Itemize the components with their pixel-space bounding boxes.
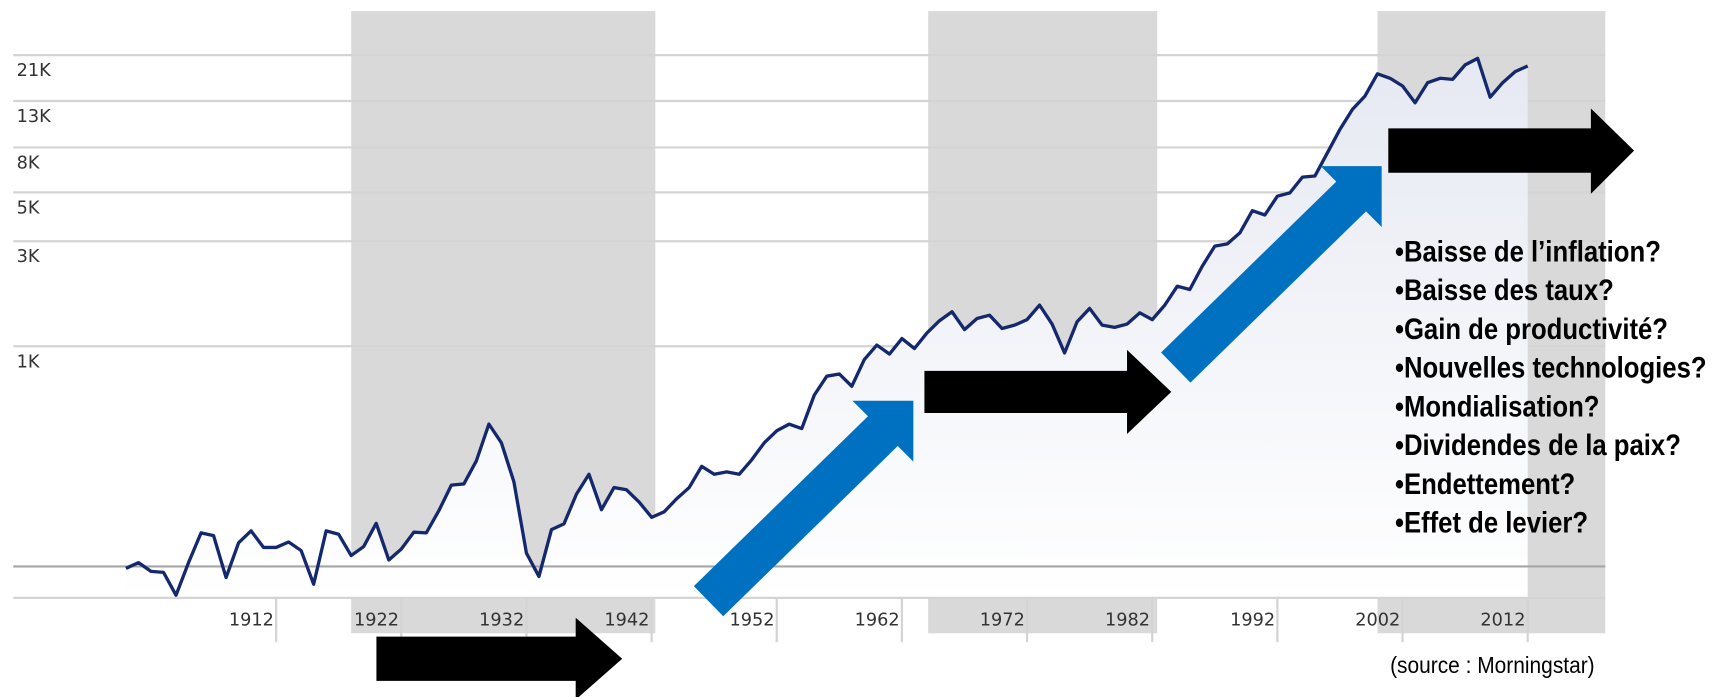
arrow xyxy=(376,617,623,697)
plot: 1912 1922 1932 1942 1952 1962 1972 1982 1992 2002… xyxy=(13,11,1707,697)
x-tick-label: 1962 xyxy=(855,611,900,631)
y-tick-label: 21K xyxy=(17,61,52,81)
arrow xyxy=(1161,176,1371,383)
bullet: •Baisse de l’inflation? xyxy=(1395,234,1661,267)
bullet: •Effet de levier? xyxy=(1395,506,1588,539)
line xyxy=(125,56,1529,597)
area xyxy=(125,58,1528,598)
bullet: •Endettement? xyxy=(1395,467,1575,500)
bullet: •Nouvelles technologies? xyxy=(1395,351,1707,384)
x-tick-label: 1972 xyxy=(980,611,1025,631)
x-tick-label: 2002 xyxy=(1355,611,1400,631)
data-layer: 1912 1922 1932 1942 1952 1962 1972 1982 1992 2002… xyxy=(13,56,1606,643)
x-tick-label: 1922 xyxy=(354,611,399,631)
source: (source : Morningstar) xyxy=(1390,652,1595,678)
y-tick-label: 3K xyxy=(17,247,40,267)
bullet: •Baisse des taux? xyxy=(1395,273,1614,306)
y-tick-label: 8K xyxy=(17,153,40,173)
bullet: •Dividendes de la paix? xyxy=(1395,428,1681,461)
y-tick-label: 5K xyxy=(17,198,40,218)
y-tick-label: 1K xyxy=(17,352,40,372)
x-tick-label: 1982 xyxy=(1105,611,1150,631)
arrow xyxy=(1388,108,1635,194)
y-tick-label: 13K xyxy=(17,107,52,127)
x-tick-label: 2012 xyxy=(1480,611,1525,631)
bullet-list: •Baisse de l’inflation? •Baisse des taux?… xyxy=(1395,234,1707,538)
x-tick-label: 1912 xyxy=(229,611,274,631)
bullet: •Mondialisation? xyxy=(1395,389,1600,422)
arrow xyxy=(924,349,1172,434)
x-tick-label: 1932 xyxy=(479,611,524,631)
bullet: •Gain de productivité? xyxy=(1395,312,1668,345)
x-tick-label: 1952 xyxy=(729,611,774,631)
arrow xyxy=(693,411,903,617)
x-tick-label: 1992 xyxy=(1230,611,1275,631)
annotation-layer: (source : Morningstar) •Baisse de l’infl… xyxy=(17,61,1707,697)
x-tick-label: 1942 xyxy=(604,611,649,631)
